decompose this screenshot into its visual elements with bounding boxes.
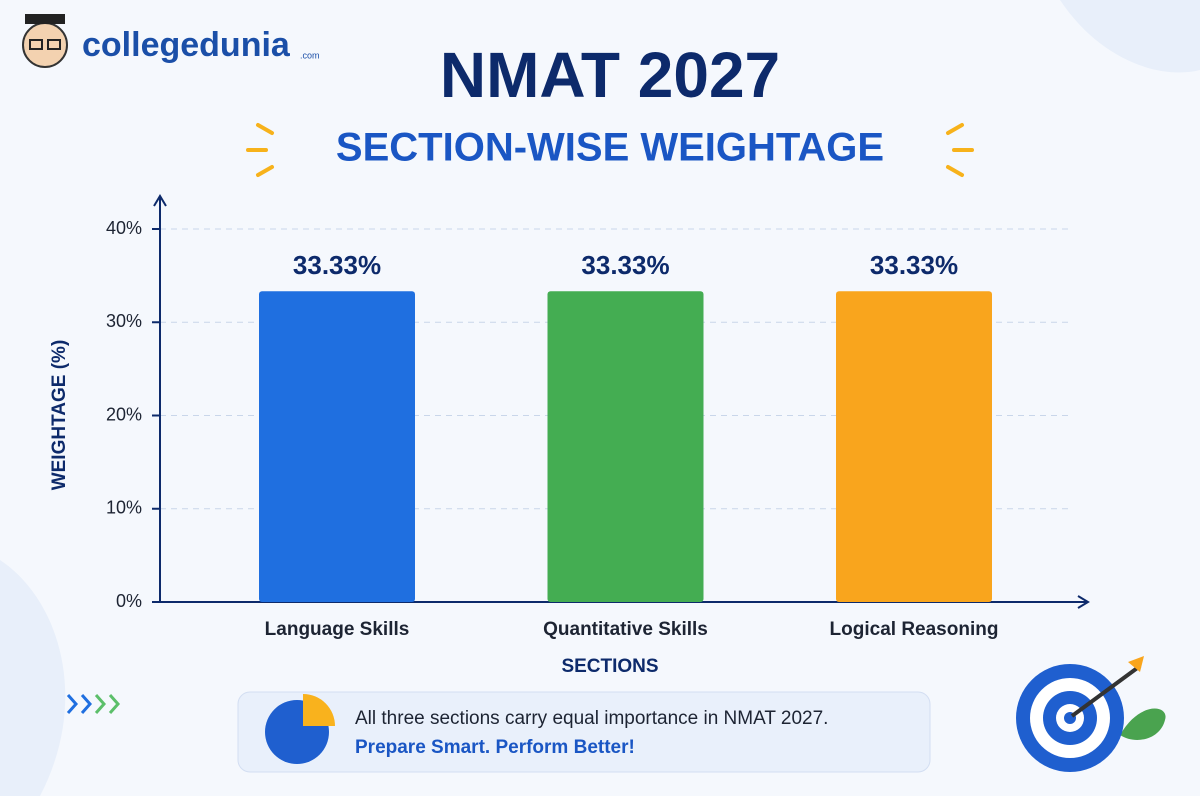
decor-sparks (246, 123, 974, 177)
value-label: 33.33% (581, 250, 669, 280)
chart-subtitle: SECTION-WISE WEIGHTAGE (336, 126, 884, 170)
x-axis-label: SECTIONS (561, 656, 658, 677)
footer-box (237, 691, 931, 773)
x-tick-label: Language Skills (265, 619, 410, 640)
brand-name: collegedunia (82, 26, 291, 64)
plot: 0% 10% 20% 30% 40% Language Skills 33.33% Quant… (106, 194, 1090, 640)
brand-suffix: .com (300, 50, 320, 60)
pie-icon (265, 694, 335, 764)
y-tick-label: 0% (116, 591, 142, 611)
y-axis-label: WEIGHTAGE (%) (49, 340, 70, 491)
chart-title: NMAT 2027 (440, 39, 780, 111)
footer-tagline: Prepare Smart. Perform Better! (355, 737, 635, 758)
x-axis-arrow (1077, 595, 1090, 609)
x-tick-label: Quantitative Skills (543, 619, 708, 640)
x-tick-label: Logical Reasoning (830, 619, 999, 640)
y-axis-arrow (153, 194, 167, 207)
y-tick-label: 20% (106, 404, 142, 424)
value-label: 33.33% (870, 250, 958, 280)
decor-wave (1060, 0, 1200, 73)
bar (547, 291, 704, 602)
logo (22, 14, 68, 68)
y-tick-label: 10% (106, 498, 142, 518)
bar (259, 291, 415, 602)
y-tick-label: 40% (106, 218, 142, 238)
bar (836, 291, 992, 602)
value-label: 33.33% (293, 250, 381, 280)
target-icon (1016, 656, 1166, 772)
y-tick-label: 30% (106, 311, 142, 331)
decor-wave (0, 560, 66, 796)
decor-chevrons (66, 694, 121, 714)
footer-note: All three sections carry equal importanc… (355, 708, 828, 729)
